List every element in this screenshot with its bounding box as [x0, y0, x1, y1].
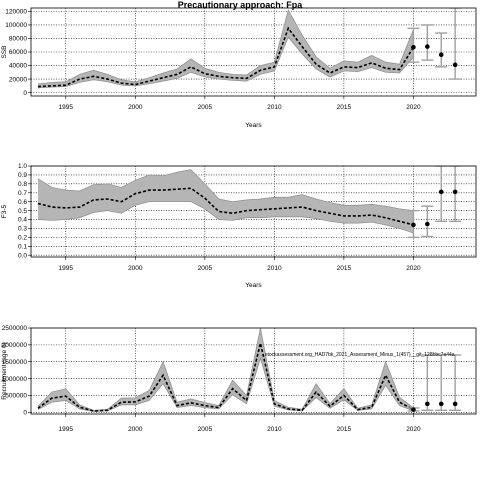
- x-tick-label: 1995: [59, 265, 74, 272]
- y-tick-label: 0: [23, 90, 27, 97]
- y-tick-label: 0.0: [18, 252, 27, 259]
- y-tick-label: 0: [23, 410, 27, 417]
- confidence-band: [37, 10, 414, 88]
- confidence-band: [37, 328, 414, 412]
- y-tick-label: 0.4: [18, 217, 27, 224]
- band-lower-line: [37, 357, 414, 412]
- y-tick-label: 0.1: [18, 243, 27, 250]
- y-tick-label: 0.6: [18, 199, 27, 206]
- band-upper-line: [37, 328, 414, 411]
- y-tick-label: 80000: [9, 36, 27, 43]
- y-tick-label: 0.5: [18, 208, 27, 215]
- plot-frame: [30, 327, 477, 415]
- x-tick-label: 2010: [267, 265, 282, 272]
- x-tick-label: 2020: [406, 104, 421, 111]
- projection-point: [425, 401, 430, 407]
- projection-point: [411, 407, 416, 412]
- y-tick-label: 500000: [5, 393, 27, 400]
- projection-point: [452, 62, 458, 68]
- projection-point: [438, 401, 444, 407]
- projection-point: [438, 189, 444, 195]
- x-tick-label: 2015: [337, 426, 352, 433]
- y-tick-label: 0.9: [18, 172, 27, 179]
- confidence-band: [37, 169, 414, 233]
- band-upper-line: [37, 9, 414, 85]
- projection-point: [425, 221, 430, 227]
- projection-point: [452, 189, 458, 195]
- y-tick-label: 0.7: [18, 190, 27, 197]
- page-title: Precautionary approach: Fpa: [177, 0, 303, 10]
- projection-point: [425, 44, 430, 49]
- chart-panel-3: 1995 2000 2005 2010 2015 2020 0 500000 1000000 15…: [1, 325, 477, 433]
- y-tick-label: 1000000: [2, 376, 28, 383]
- projection-point: [411, 44, 416, 50]
- x-tick-label: 2005: [198, 426, 213, 433]
- x-tick-label: 2020: [406, 426, 421, 433]
- x-tick-label: 1995: [59, 426, 74, 433]
- x-tick-label: 2015: [337, 104, 352, 111]
- band-lower-line: [37, 36, 414, 89]
- chart-panel-1: 1995 2000 2005 2010 2015 2020 0 20000 40000 60000…: [1, 7, 477, 129]
- x-tick-label: 2010: [267, 104, 282, 111]
- x-tick-label: 2000: [128, 426, 143, 433]
- y-tick-label: 0.8: [18, 181, 27, 188]
- y-axis-title: SSB: [1, 45, 8, 58]
- plot-frame: [30, 165, 477, 258]
- median-line: [37, 187, 414, 226]
- band-upper-line: [37, 169, 414, 211]
- y-tick-label: 0.3: [18, 226, 27, 233]
- y-tick-label: 60000: [9, 49, 27, 56]
- median-line: [37, 342, 414, 412]
- y-tick-label: 120000: [5, 9, 27, 16]
- x-tick-label: 2005: [198, 104, 213, 111]
- y-axis-title: F3-5: [1, 204, 8, 218]
- y-tick-label: 2000000: [2, 342, 28, 349]
- x-tick-label: 2005: [198, 265, 213, 272]
- x-axis-title: Years: [245, 122, 262, 129]
- y-tick-label: 1500000: [2, 359, 28, 366]
- x-tick-label: 1995: [59, 104, 74, 111]
- y-tick-label: 0.2: [18, 235, 27, 242]
- y-axis-title: Recruitment (age 0): [1, 342, 8, 399]
- y-tick-label: 40000: [9, 63, 27, 70]
- band-lower-line: [37, 201, 414, 234]
- projection-point: [438, 52, 444, 58]
- x-tick-label: 2020: [406, 265, 421, 272]
- x-tick-label: 2000: [128, 265, 143, 272]
- projection-point: [411, 222, 416, 228]
- y-tick-label: 20000: [9, 76, 27, 83]
- x-tick-label: 2000: [128, 104, 143, 111]
- source-annotation: stockassessment.org_HAD7bk_2021_Assessme…: [265, 352, 455, 358]
- y-tick-label: 100000: [5, 22, 27, 29]
- median-line: [37, 26, 415, 88]
- x-tick-label: 2010: [267, 426, 282, 433]
- y-tick-label: 1.0: [18, 163, 27, 170]
- y-tick-label: 2500000: [2, 325, 28, 332]
- x-tick-label: 2015: [337, 265, 352, 272]
- chart-panel-2: 1995 2000 2005 2010 2015 2020 0.0 0.10.2 0.3 0.4 0…: [1, 163, 477, 289]
- x-axis-title: Years: [245, 282, 262, 289]
- projection-point: [452, 401, 458, 407]
